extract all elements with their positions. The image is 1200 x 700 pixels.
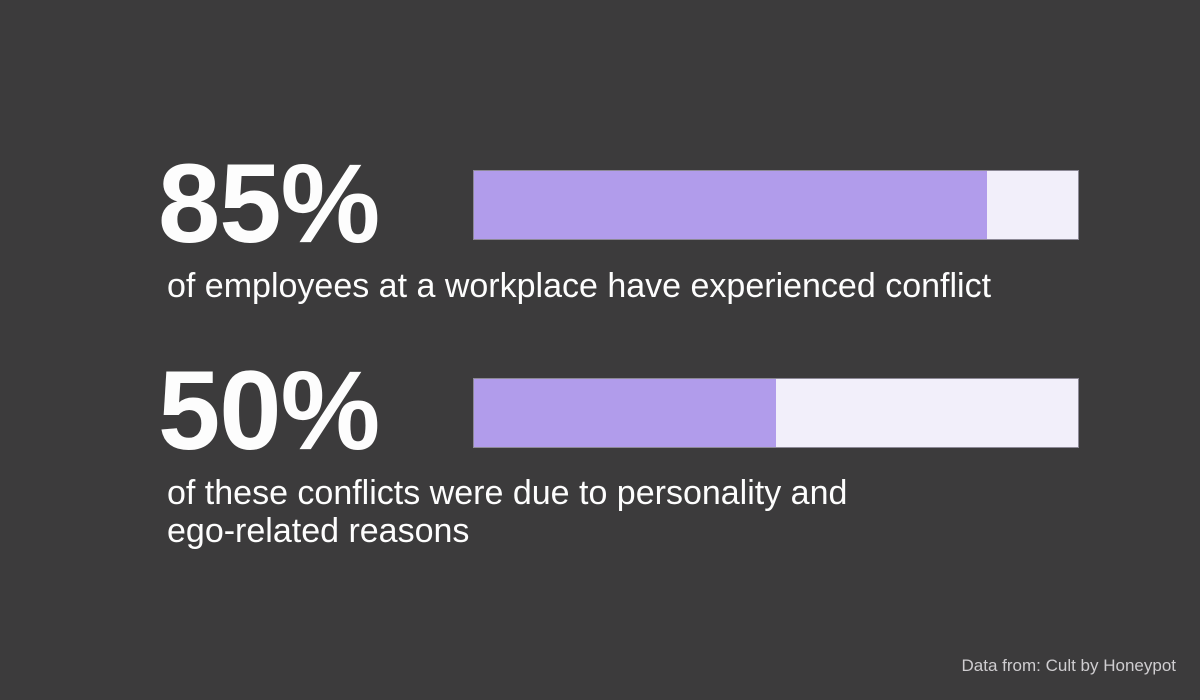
stat-value-85: 85% bbox=[158, 141, 380, 266]
stat-caption-85: of employees at a workplace have experie… bbox=[167, 267, 992, 305]
progress-bar-track-50 bbox=[473, 378, 1079, 448]
progress-bar-fill-85 bbox=[474, 171, 988, 239]
stat-caption-50: of these conflicts were due to personali… bbox=[167, 474, 848, 550]
progress-bar-track-85 bbox=[473, 170, 1079, 240]
data-source-credit: Data from: Cult by Honeypot bbox=[961, 656, 1176, 675]
progress-bar-fill-50 bbox=[474, 379, 776, 447]
stat-value-50: 50% bbox=[158, 348, 380, 473]
